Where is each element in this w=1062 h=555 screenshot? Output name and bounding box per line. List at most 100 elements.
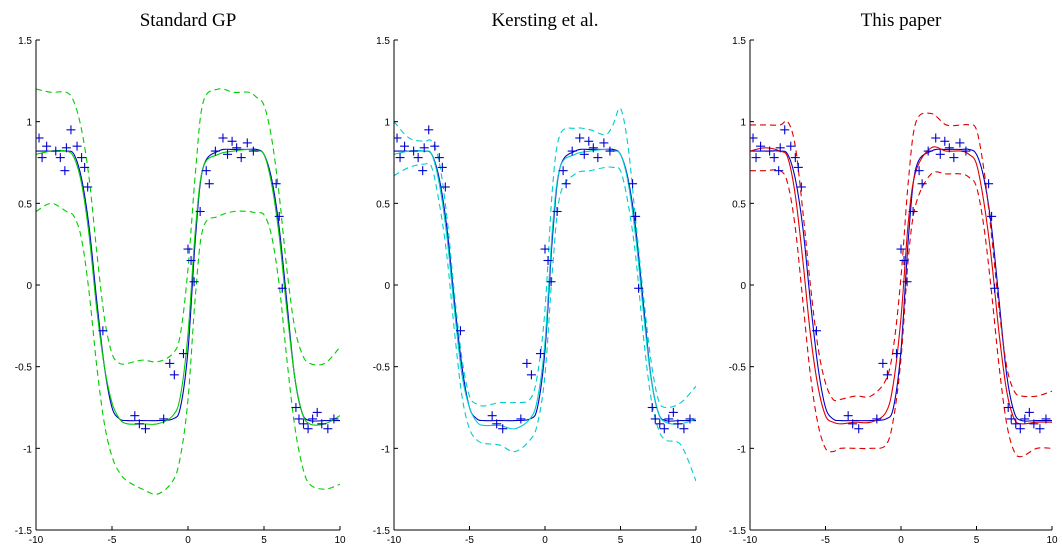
y-tick-label: 1 — [26, 118, 32, 129]
x-tick-label: 0 — [185, 535, 191, 546]
observation-marker — [178, 349, 188, 359]
observation-marker — [271, 179, 281, 189]
observation-marker — [848, 419, 858, 429]
observation-marker — [299, 419, 309, 429]
observation-marker — [811, 326, 821, 336]
series-upper-error-bar — [394, 107, 696, 409]
y-tick-label: -0.5 — [729, 363, 747, 374]
x-tick-label: -5 — [821, 535, 830, 546]
observation-marker — [291, 403, 301, 412]
x-tick-label: 10 — [1046, 535, 1058, 546]
observation-marker — [1006, 414, 1016, 424]
observation-marker — [395, 153, 405, 163]
observation-marker — [650, 414, 660, 424]
y-tick-label: -1 — [23, 444, 32, 455]
observation-marker — [685, 414, 695, 424]
observation-marker — [294, 414, 304, 424]
observation-marker — [183, 244, 193, 254]
observation-marker — [51, 146, 61, 156]
observation-marker — [679, 424, 689, 434]
observation-marker — [77, 153, 87, 163]
x-tick-label: 5 — [618, 535, 624, 546]
observation-marker — [634, 283, 644, 293]
series-predictive-mean — [394, 148, 696, 430]
y-tick-label: -1.5 — [15, 526, 33, 537]
observation-marker — [498, 424, 508, 434]
observation-marker — [923, 146, 933, 156]
observation-marker — [1015, 424, 1025, 434]
observation-marker — [434, 153, 444, 163]
observation-marker — [312, 407, 322, 417]
observation-marker — [303, 424, 313, 434]
y-tick-label: 1.5 — [732, 36, 746, 47]
observation-marker — [201, 166, 211, 176]
observation-marker — [186, 256, 196, 265]
observation-marker — [455, 326, 465, 336]
chart-title: Standard GP — [140, 10, 237, 31]
observation-marker — [440, 182, 450, 192]
observation-marker — [189, 277, 199, 287]
observation-marker — [631, 211, 641, 221]
observation-marker — [1029, 419, 1039, 429]
observation-marker — [575, 133, 585, 143]
panel-kersting-et-al: Kersting et al. -1.5 -1 -0.5 0 0.5 1 1.5 -10 -5 0 5… — [373, 10, 702, 546]
observation-marker — [899, 256, 909, 265]
observation-marker — [917, 179, 927, 189]
series-predictive-mean — [36, 148, 340, 426]
series-lower-error-bar — [36, 202, 340, 495]
observation-marker — [935, 149, 945, 159]
observation-marker — [98, 326, 108, 336]
observation-marker — [195, 207, 205, 216]
observation-marker — [218, 133, 228, 143]
observation-marker — [419, 143, 429, 153]
observation-marker — [655, 419, 665, 429]
observation-marker — [908, 207, 918, 216]
observation-marker — [914, 166, 924, 176]
observation-marker — [140, 424, 150, 434]
observation-marker — [628, 179, 638, 189]
observation-marker — [232, 143, 242, 153]
observation-marker — [42, 141, 52, 151]
x-tick-label: 5 — [261, 535, 267, 546]
observation-marker — [955, 138, 965, 148]
observation-marker — [37, 153, 47, 163]
plot-area — [36, 88, 340, 495]
observation-marker — [793, 162, 803, 172]
series-upper-error-bar — [36, 88, 340, 366]
observation-marker — [780, 125, 790, 135]
observation-marker — [543, 256, 553, 265]
y-tick-label: 1 — [740, 118, 746, 129]
observation-marker — [796, 182, 806, 192]
observation-marker — [896, 244, 906, 254]
observation-marker — [159, 414, 169, 424]
observation-marker — [1024, 407, 1034, 417]
y-tick-label: -1.5 — [729, 526, 747, 537]
observation-marker — [790, 153, 800, 163]
observation-marker — [83, 182, 93, 192]
observation-marker — [961, 146, 971, 156]
observation-marker — [1003, 403, 1013, 412]
observation-marker — [492, 419, 502, 429]
observation-marker — [647, 403, 657, 412]
observation-marker — [329, 414, 339, 424]
observation-marker — [227, 136, 237, 146]
observation-marker — [902, 277, 912, 287]
observation-marker — [990, 283, 1000, 293]
y-tick-label: -1 — [381, 444, 390, 455]
observation-marker — [400, 141, 410, 151]
observation-marker — [540, 244, 550, 254]
observation-marker — [558, 166, 568, 176]
observation-marker — [248, 146, 258, 156]
observation-marker — [854, 424, 864, 434]
observation-marker — [516, 414, 526, 424]
observation-marker — [61, 143, 71, 153]
observation-marker — [55, 153, 65, 163]
observation-marker — [940, 136, 950, 146]
y-tick-label: 0.5 — [732, 199, 746, 210]
y-tick-label: 0 — [740, 281, 746, 292]
y-tick-label: 1.5 — [376, 36, 390, 47]
observation-marker — [535, 349, 545, 359]
observation-marker — [430, 141, 440, 151]
y-tick-label: 0.5 — [18, 199, 32, 210]
series-lower-error-bar — [750, 169, 1052, 458]
